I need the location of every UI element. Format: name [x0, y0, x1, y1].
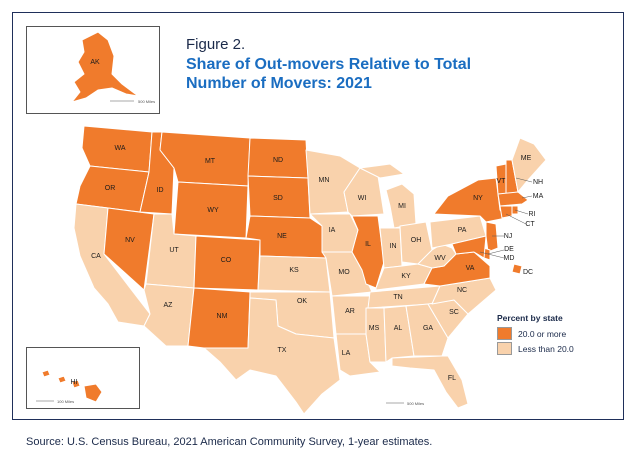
label-AZ: AZ [164, 302, 174, 309]
label-OH: OH [411, 237, 422, 244]
label-HI: HI [71, 379, 78, 386]
source-note: Source: U.S. Census Bureau, 2021 America… [26, 436, 433, 448]
label-AR: AR [345, 308, 355, 315]
state-KS[interactable] [257, 255, 331, 293]
state-WV[interactable] [417, 243, 457, 269]
legend-item-high: 20.0 or more [497, 327, 607, 340]
label-GA: GA [423, 325, 433, 332]
label-NJ: NJ [504, 233, 513, 240]
state-labels: AK HI WA OR ID MT WY ND SD NE NV CA UT A… [71, 59, 544, 386]
state-MD[interactable] [451, 235, 487, 259]
state-MA[interactable] [497, 191, 529, 207]
label-ME: ME [521, 155, 532, 162]
label-NE: NE [277, 233, 287, 240]
label-NH: NH [533, 179, 543, 186]
label-WV: WV [434, 255, 446, 262]
label-CO: CO [221, 257, 232, 264]
label-TN: TN [393, 294, 402, 301]
label-VA: VA [466, 265, 475, 272]
label-IN: IN [390, 243, 397, 250]
state-CT[interactable] [499, 205, 513, 219]
label-UT: UT [169, 247, 179, 254]
legend-swatch-low [497, 342, 512, 355]
label-NV: NV [125, 237, 135, 244]
label-OR: OR [105, 185, 116, 192]
label-MD: MD [504, 255, 515, 262]
label-ND: ND [273, 157, 283, 164]
label-KS: KS [289, 267, 299, 274]
label-DC: DC [523, 269, 533, 276]
label-IL: IL [365, 241, 371, 248]
label-AK: AK [90, 59, 100, 66]
label-TX: TX [278, 347, 287, 354]
state-GA[interactable] [405, 303, 449, 357]
state-AR[interactable] [331, 295, 371, 335]
label-MI: MI [398, 203, 406, 210]
label-OK: OK [297, 298, 307, 305]
label-NM: NM [217, 313, 228, 320]
label-AL: AL [394, 325, 403, 332]
label-FL: FL [448, 375, 456, 382]
scale-label-hi: 100 Miles [57, 399, 74, 404]
label-DE: DE [504, 246, 514, 253]
figure-label: Figure 2. [186, 36, 246, 53]
label-MN: MN [319, 177, 330, 184]
hawaii-inset [26, 347, 140, 409]
label-MO: MO [338, 269, 350, 276]
legend-swatch-high [497, 327, 512, 340]
label-MS: MS [369, 325, 380, 332]
label-PA: PA [458, 227, 467, 234]
legend-label-low: Less than 20.0 [518, 343, 574, 354]
scale-label-main: 500 Miles [407, 401, 424, 406]
state-NJ[interactable] [485, 221, 499, 253]
legend-title: Percent by state [497, 313, 563, 323]
label-MT: MT [205, 158, 216, 165]
map-legend: Percent by state 20.0 or more Less than … [497, 313, 607, 357]
legend-label-high: 20.0 or more [518, 328, 567, 339]
legend-item-low: Less than 20.0 [497, 342, 607, 355]
label-CA: CA [91, 253, 101, 260]
figure-title: Share of Out-movers Relative to Total Nu… [186, 56, 472, 92]
label-WI: WI [358, 195, 367, 202]
label-WY: WY [207, 207, 219, 214]
label-NY: NY [473, 195, 483, 202]
state-AK[interactable] [71, 31, 139, 103]
label-ID: ID [157, 187, 164, 194]
state-TX[interactable] [203, 297, 341, 415]
state-MS[interactable] [365, 307, 387, 363]
scale-label-ak: 500 Miles [138, 99, 155, 104]
state-DC[interactable] [511, 263, 523, 275]
state-AL[interactable] [383, 305, 415, 363]
label-RI: RI [529, 211, 536, 218]
label-KY: KY [401, 273, 411, 280]
state-NY[interactable] [433, 177, 507, 223]
label-MA: MA [533, 193, 544, 200]
label-VT: VT [497, 178, 507, 185]
state-AZ[interactable] [143, 283, 195, 347]
leader-lines [479, 177, 533, 259]
state-HI[interactable] [41, 369, 103, 403]
state-ME[interactable] [511, 137, 547, 193]
scale-bars: 500 Miles 100 Miles 500 Miles [36, 99, 424, 406]
label-IA: IA [329, 227, 336, 234]
label-CT: CT [525, 221, 535, 228]
label-SC: SC [449, 309, 459, 316]
label-SD: SD [273, 195, 283, 202]
label-LA: LA [342, 350, 351, 357]
label-WA: WA [114, 145, 125, 152]
label-NC: NC [457, 287, 467, 294]
state-FL[interactable] [391, 355, 469, 409]
